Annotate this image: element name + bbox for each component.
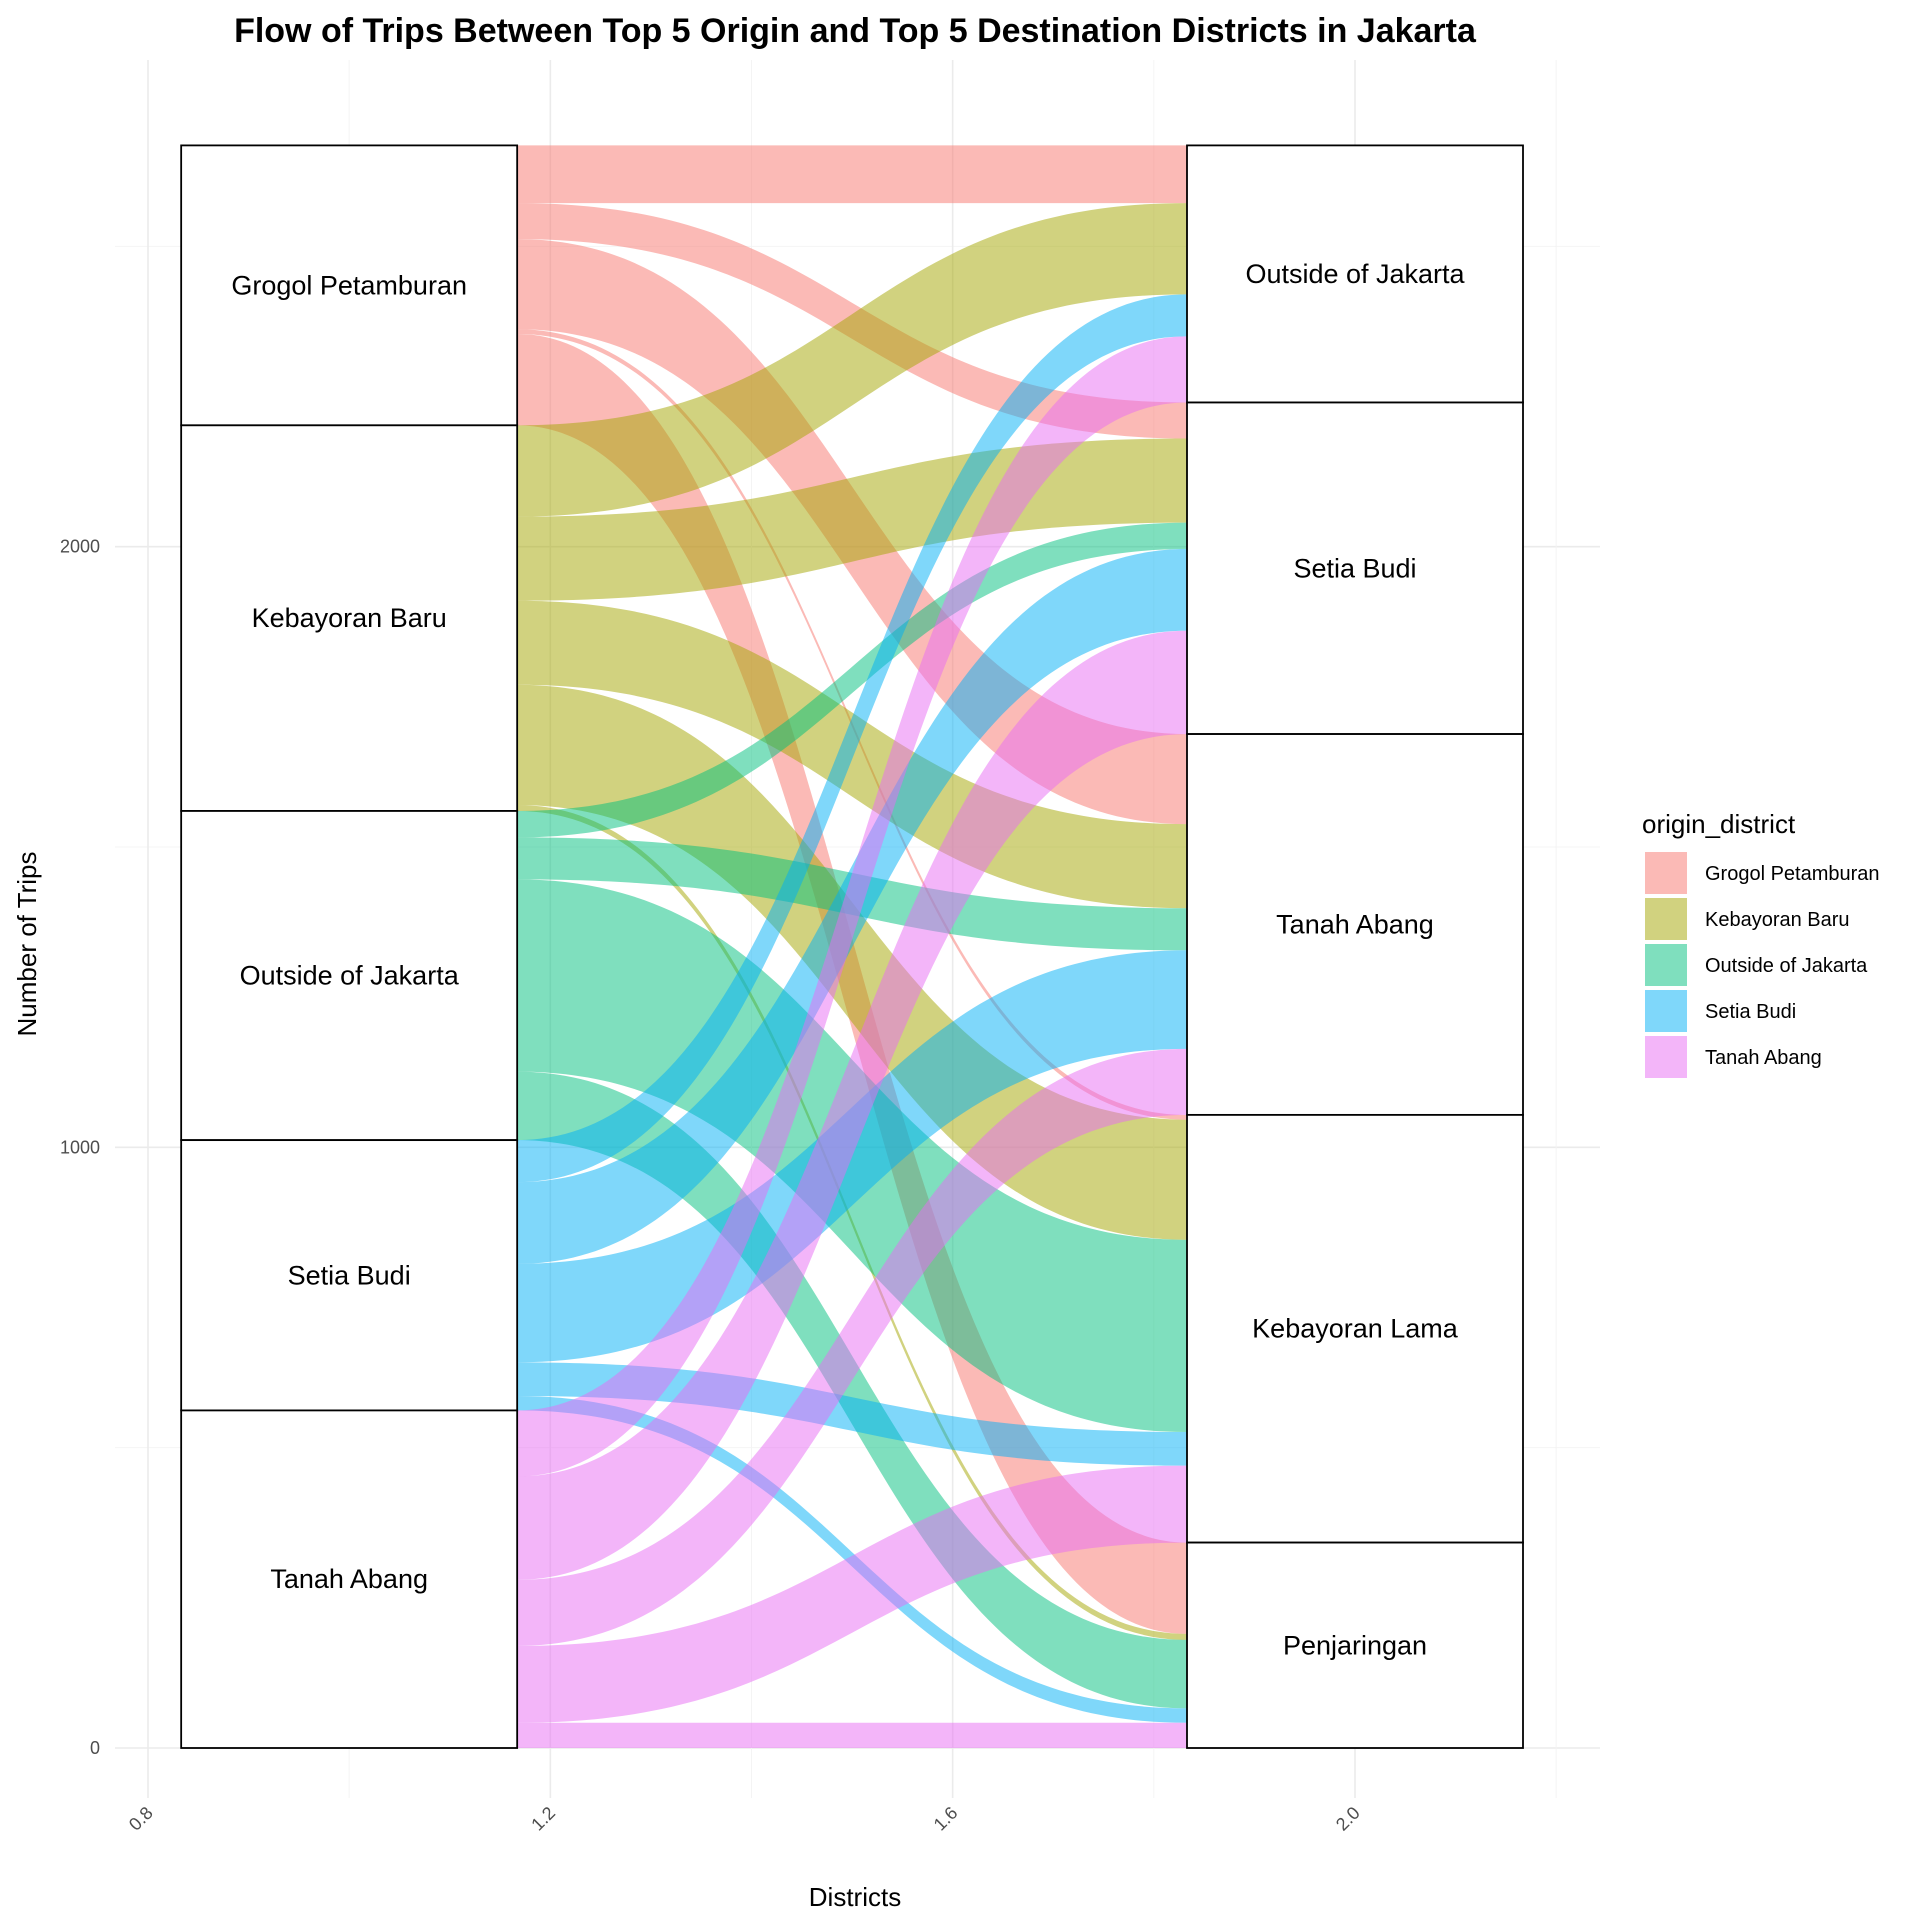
flow-ribbons: [517, 145, 1187, 1748]
origin-stratum-label: Outside of Jakarta: [240, 961, 460, 991]
legend-swatch-setia-budi: [1645, 990, 1687, 1032]
origin-stratum-label: Kebayoran Baru: [252, 603, 447, 633]
destination-stratum-label: Setia Budi: [1293, 553, 1416, 583]
destination-stratum-label: Kebayoran Lama: [1252, 1314, 1459, 1344]
legend-label: Tanah Abang: [1705, 1047, 1822, 1069]
legend: origin_district Grogol Petamburan Kebayor…: [1642, 809, 1880, 1078]
origin-stratum-label: Setia Budi: [288, 1260, 411, 1290]
flow-tanah-abang-to-tanah-abang: [517, 1048, 1187, 1646]
y-tick-label: 2000: [60, 537, 100, 557]
flow-kebayoran-baru-to-kebayoran-lama: [517, 684, 1187, 1240]
legend-swatch-kebayoran-baru: [1645, 898, 1687, 940]
y-axis-label: Number of Trips: [12, 852, 42, 1037]
chart-title: Flow of Trips Between Top 5 Origin and T…: [234, 12, 1477, 50]
flow-grogol-petamburan-to-outside-of-jakarta: [517, 145, 1187, 204]
destination-stratum-outside-of-jakarta: [1186, 144, 1524, 404]
flow-tanah-abang-to-kebayoran-lama: [517, 1465, 1187, 1723]
legend-label: Grogol Petamburan: [1705, 863, 1880, 885]
destination-stratum-label: Outside of Jakarta: [1245, 259, 1465, 289]
legend-swatch-tanah-abang: [1645, 1036, 1687, 1078]
flow-tanah-abang-to-setia-budi: [517, 630, 1187, 1580]
flow-kebayoran-baru-to-outside-of-jakarta: [517, 203, 1187, 517]
legend-label: Setia Budi: [1705, 1001, 1796, 1023]
origin-stratum-label: Tanah Abang: [270, 1564, 428, 1594]
origin-stratum-label: Grogol Petamburan: [231, 270, 467, 300]
y-tick-label: 1000: [60, 1137, 100, 1157]
legend-label: Outside of Jakarta: [1705, 955, 1868, 977]
flow-setia-budi-to-outside-of-jakarta: [517, 294, 1187, 1183]
destination-stratum-label: Tanah Abang: [1276, 909, 1434, 939]
legend-swatch-outside-of-jakarta: [1645, 944, 1687, 986]
destination-stratum-setia-budi: [1186, 401, 1524, 735]
destination-stratum-kebayoran-lama: [1186, 1113, 1524, 1544]
x-tick-label: 1.6: [930, 1803, 962, 1835]
x-axis-label: Districts: [809, 1882, 901, 1912]
origin-stratum-grogol-petamburan: [180, 144, 519, 427]
strata: Grogol Petamburan Kebayoran Baru Outside o…: [180, 144, 1524, 1749]
origin-stratum-tanah-abang: [180, 1409, 519, 1749]
destination-stratum-label: Penjaringan: [1283, 1630, 1427, 1660]
flow-outside-of-jakarta-to-setia-budi: [517, 522, 1187, 838]
x-tick-label: 0.8: [125, 1803, 157, 1835]
legend-swatch-grogol-petamburan: [1645, 852, 1687, 894]
legend-label: Kebayoran Baru: [1705, 909, 1850, 931]
y-tick-label: 0: [90, 1738, 100, 1758]
destination-stratum-penjaringan: [1186, 1541, 1524, 1749]
x-tick-label: 2.0: [1332, 1803, 1364, 1835]
flow-outside-of-jakarta-to-penjaringan: [517, 1071, 1187, 1709]
x-tick-label: 1.2: [527, 1803, 559, 1835]
origin-stratum-setia-budi: [180, 1139, 519, 1412]
flow-tanah-abang-to-penjaringan: [517, 1722, 1187, 1748]
flow-tanah-abang-to-outside-of-jakarta: [517, 336, 1187, 1477]
destination-stratum-tanah-abang: [1186, 733, 1524, 1116]
origin-stratum-outside-of-jakarta: [180, 810, 519, 1142]
legend-title: origin_district: [1642, 809, 1796, 839]
